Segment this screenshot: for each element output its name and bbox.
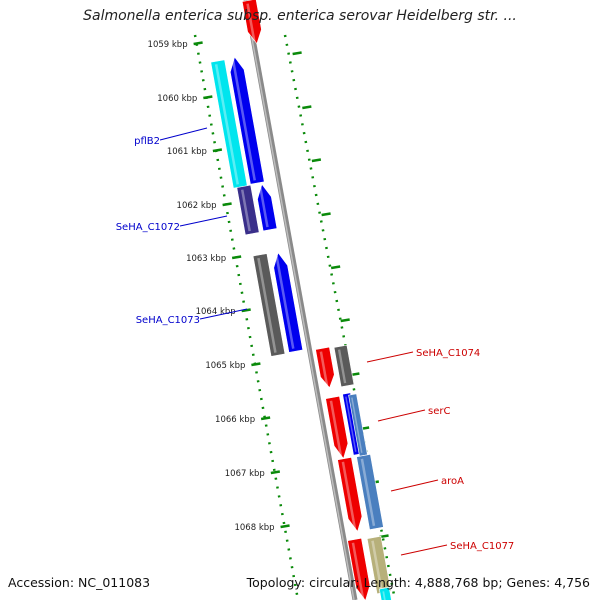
major-tick-right [292,51,302,56]
major-tick [260,416,271,421]
gene-SeHA_C1074-red [315,346,335,389]
gene-label-leader [199,308,248,320]
gene-blue-forward [229,56,265,185]
major-tick [203,95,213,100]
tick-label: 1059 kbp [148,40,188,50]
gene-grey-right-shine [337,349,347,384]
tick-label: 1062 kbp [177,201,217,211]
gene-serC-blue-shine [345,396,357,452]
tick-label: 1067 kbp [225,469,265,479]
major-tick [231,255,242,260]
gene-SeHA_C1077-olive [366,535,392,595]
gene-serC-red [325,395,349,460]
gene-blue-forward-3 [273,252,304,353]
gene-label-leader [366,351,414,363]
gene-SeHA_C1077-olive-shine [371,540,383,591]
genome-summary: Topology: circular; Length: 4,888,768 bp… [246,575,590,590]
gene-label-leader [159,127,208,141]
major-tick-right [302,105,312,110]
backbone-highlight [244,0,355,600]
tick-label: 1064 kbp [196,307,236,317]
major-tick-right [321,212,331,217]
gene-label: serC [428,406,450,417]
gene-label-leader [179,215,228,227]
gene-serC-steel-shine [351,397,363,453]
major-tick [222,202,232,207]
gene-label-leader [377,409,426,422]
tick-label: 1068 kbp [234,523,274,533]
accession-text: Accession: NC_011083 [8,575,151,590]
backbone-line [243,0,358,600]
gene-label: pflB2 [134,136,160,147]
major-tick [251,362,261,367]
gene-label: SeHA_C1073 [136,315,200,326]
gene-label: aroA [441,476,464,487]
tick-label: 1065 kbp [205,361,245,371]
major-tick [212,148,223,153]
gene-grey-right [333,344,355,388]
gene-label-leader [400,544,448,556]
gene-SeHA_C1077-red [347,537,371,600]
tick-label: 1063 kbp [186,254,226,264]
tick-label: 1060 kbp [157,94,197,104]
gene-aroA-red-shine [341,461,357,530]
gene-serC-red-shine [329,400,343,457]
gene-label: SeHA_C1072 [116,222,180,233]
major-tick [270,470,281,475]
gene-blue-forward-2 [257,183,278,232]
gene-label: SeHA_C1074 [416,348,480,359]
gene-SeHA_C1073-grey-shine [257,257,277,353]
gene-aroA-steel-shine [360,458,376,527]
tick-track-left [193,34,300,600]
gene-blue-forward-2-shine [259,187,269,228]
major-tick [193,41,203,46]
gene-SeHA_C1072-dark [236,184,260,236]
gene-red-top [241,0,262,45]
gene-cyan-bottom-shine [382,591,386,600]
gene-SeHA_C1077-red-shine [351,542,365,599]
gene-pflB2-cyan-shine [214,64,239,185]
major-tick-right [330,265,341,270]
tick-label: 1066 kbp [215,415,255,425]
genome-title: Salmonella enterica subsp. enterica sero… [83,8,517,24]
major-tick [241,308,251,313]
gene-aroA-red [337,456,363,533]
major-tick [280,524,290,529]
gene-SeHA_C1074-red-shine [319,351,329,386]
major-tick-right [311,158,322,163]
gene-aroA-steel [356,453,384,531]
gene-blue-forward-shine [231,60,256,181]
tick-label: 1061 kbp [167,147,207,157]
gene-red-top-shine [246,3,256,42]
major-tick-right [340,318,350,323]
gene-SeHA_C1072-dark-shine [240,189,251,232]
gene-label: SeHA_C1077 [450,541,514,552]
gene-SeHA_C1073-grey [252,253,286,357]
gene-blue-forward-3-shine [275,255,295,349]
gene-cyan-bottom [378,586,392,600]
gene-label-leader [390,479,439,492]
